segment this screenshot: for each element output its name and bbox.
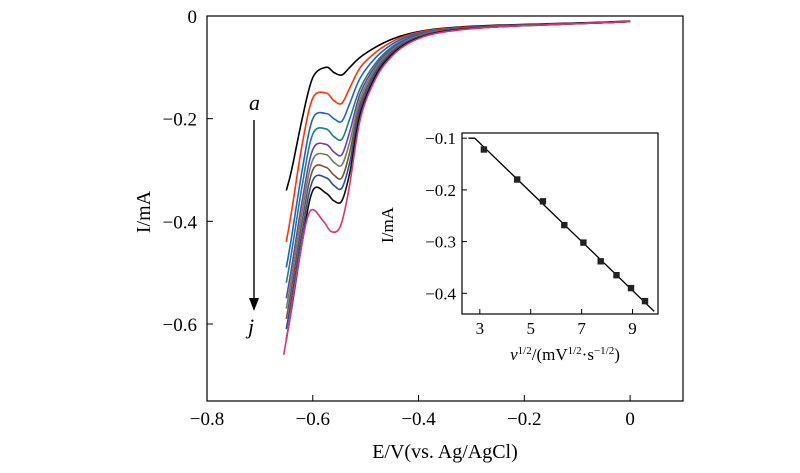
main-x-tick-label: 0 (625, 409, 635, 430)
main-x-tick-label: −0.2 (507, 409, 541, 430)
inset-x-tick-label: 9 (628, 319, 637, 338)
inset-y-tick-label: −0.1 (425, 129, 456, 148)
inset-x-axis-title: v1/2/(mV1/2·s−1/2) (510, 345, 620, 364)
inset-data-point (561, 221, 568, 229)
main-x-axis-title: E/V(vs. Ag/AgCl) (372, 441, 518, 463)
inset-x-tick-label: 3 (476, 319, 485, 338)
annotation-arrow-head (249, 298, 259, 311)
inset-x-axis-unit-close: ) (614, 345, 620, 364)
inset-x-axis-unit-open: /(mV (532, 345, 569, 364)
inset-y-axis-title: I/mA (378, 206, 397, 243)
inset-data-point (641, 297, 649, 305)
inset-x-axis-var: v (510, 345, 518, 364)
main-y-tick-label: −0.2 (163, 110, 197, 131)
annotation-end-label: j (245, 314, 254, 339)
inset-data-point (480, 146, 488, 153)
cv-curve-j (282, 20, 631, 355)
inset-data-point (514, 176, 521, 183)
inset-x-axis-unit-exp: 1/2 (568, 345, 582, 357)
inset-y-tick-label: −0.3 (425, 233, 456, 252)
inset-data-point (539, 198, 547, 205)
inset-data-point (613, 272, 620, 279)
main-axis-ticks: −0.8 −0.6 −0.4 −0.2 0 0 −0.2 −0.4 −0.6 (163, 7, 635, 430)
main-y-tick-label: −0.4 (163, 212, 198, 233)
inset-x-axis-var-exp: 1/2 (518, 345, 532, 357)
main-plot-frame (206, 15, 684, 402)
inset-x-tick-label: 5 (526, 319, 535, 338)
inset-data-point (627, 284, 635, 292)
main-x-tick-label: −0.8 (190, 409, 224, 430)
inset-x-axis-unit-mid: ·s (582, 345, 594, 364)
inset-plot-marks (468, 137, 655, 312)
main-y-axis-title: I/mA (133, 190, 155, 233)
main-x-tick-label: −0.6 (296, 409, 330, 430)
main-x-tick-label: −0.4 (401, 409, 436, 430)
inset-y-tick-label: −0.2 (425, 181, 456, 200)
inset-x-tick-label: 7 (577, 319, 586, 338)
inset-x-axis-s-exp: −1/2 (594, 345, 614, 357)
main-y-tick-label: −0.6 (163, 315, 197, 336)
inset-fit-line (468, 137, 655, 312)
main-plot-curves (282, 20, 631, 355)
inset-data-point (580, 239, 587, 246)
annotation-start-label: a (249, 90, 260, 115)
inset-data-point (597, 258, 604, 265)
inset-y-tick-label: −0.4 (425, 284, 456, 303)
inset-axis-ticks: 3 5 7 9 −0.1 −0.2 −0.3 −0.4 (425, 129, 637, 338)
main-y-tick-label: 0 (188, 7, 198, 28)
